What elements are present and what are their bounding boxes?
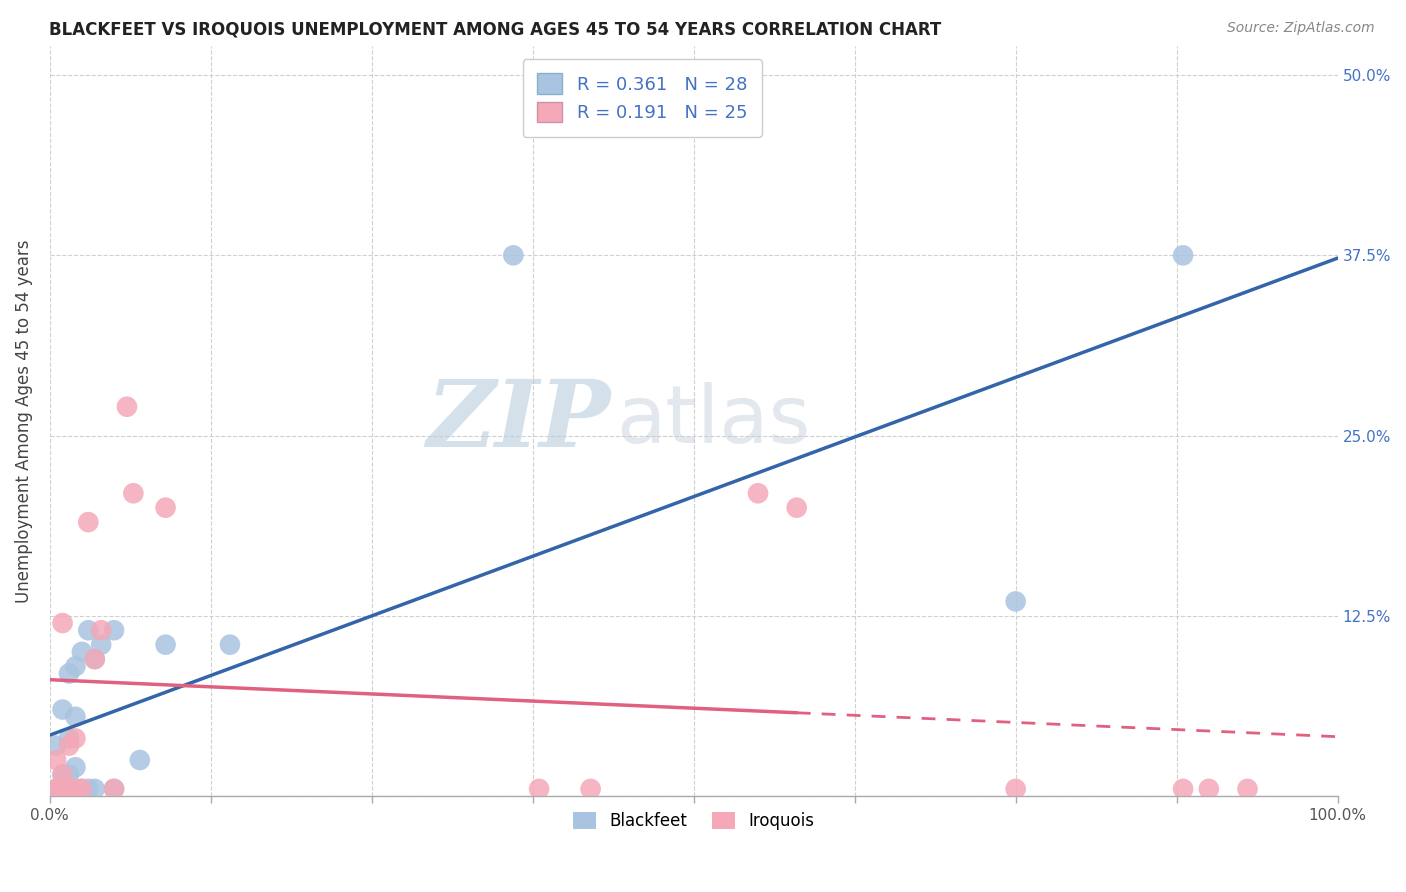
Point bbox=[219, 638, 242, 652]
Point bbox=[51, 702, 73, 716]
Point bbox=[65, 781, 87, 796]
Point bbox=[65, 760, 87, 774]
Point bbox=[49, 781, 72, 796]
Point bbox=[70, 781, 93, 796]
Point bbox=[1236, 781, 1258, 796]
Point bbox=[103, 781, 125, 796]
Point bbox=[58, 781, 80, 796]
Point bbox=[70, 645, 93, 659]
Point bbox=[128, 753, 150, 767]
Point bbox=[65, 659, 87, 673]
Point bbox=[1171, 781, 1194, 796]
Point bbox=[155, 500, 177, 515]
Point bbox=[83, 652, 105, 666]
Point bbox=[65, 731, 87, 746]
Point bbox=[1004, 781, 1026, 796]
Text: BLACKFEET VS IROQUOIS UNEMPLOYMENT AMONG AGES 45 TO 54 YEARS CORRELATION CHART: BLACKFEET VS IROQUOIS UNEMPLOYMENT AMONG… bbox=[49, 21, 942, 38]
Point bbox=[90, 638, 112, 652]
Point bbox=[65, 781, 87, 796]
Point bbox=[502, 248, 524, 262]
Point bbox=[77, 624, 100, 638]
Point bbox=[58, 781, 80, 796]
Point bbox=[51, 767, 73, 781]
Point bbox=[77, 781, 100, 796]
Point bbox=[1198, 781, 1220, 796]
Text: Source: ZipAtlas.com: Source: ZipAtlas.com bbox=[1227, 21, 1375, 35]
Point bbox=[58, 739, 80, 753]
Point bbox=[527, 781, 550, 796]
Point bbox=[49, 781, 72, 796]
Legend: Blackfeet, Iroquois: Blackfeet, Iroquois bbox=[565, 805, 821, 837]
Point bbox=[103, 781, 125, 796]
Point bbox=[77, 515, 100, 529]
Point bbox=[786, 500, 808, 515]
Y-axis label: Unemployment Among Ages 45 to 54 years: Unemployment Among Ages 45 to 54 years bbox=[15, 239, 32, 603]
Point bbox=[122, 486, 145, 500]
Point bbox=[51, 615, 73, 630]
Point bbox=[115, 400, 138, 414]
Point bbox=[65, 710, 87, 724]
Point bbox=[83, 781, 105, 796]
Point bbox=[747, 486, 769, 500]
Point bbox=[70, 781, 93, 796]
Point bbox=[579, 781, 602, 796]
Point bbox=[1004, 594, 1026, 608]
Point bbox=[45, 781, 67, 796]
Point bbox=[51, 767, 73, 781]
Point bbox=[155, 638, 177, 652]
Point bbox=[58, 767, 80, 781]
Point bbox=[58, 731, 80, 746]
Point bbox=[83, 652, 105, 666]
Point bbox=[103, 624, 125, 638]
Point bbox=[45, 753, 67, 767]
Point bbox=[90, 624, 112, 638]
Text: ZIP: ZIP bbox=[426, 376, 610, 467]
Text: atlas: atlas bbox=[616, 382, 811, 460]
Point bbox=[1171, 248, 1194, 262]
Point bbox=[45, 781, 67, 796]
Point bbox=[45, 739, 67, 753]
Point bbox=[58, 666, 80, 681]
